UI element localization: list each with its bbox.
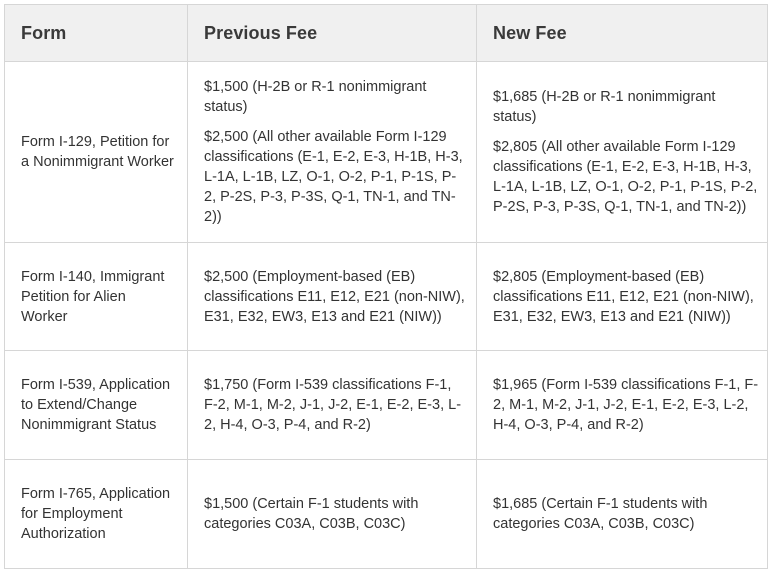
fee-line: $2,500 (All other available Form I-129 c… <box>204 129 463 225</box>
fee-line: $2,805 (Employment-based (EB) classifica… <box>493 268 754 325</box>
form-cell: Form I-140, Immigrant Petition for Alien… <box>4 242 188 351</box>
table-row: Form I-765, Application for Employment A… <box>4 459 768 569</box>
fee-line: $2,500 (Employment-based (EB) classifica… <box>204 268 465 325</box>
header-previous-fee: Previous Fee <box>187 4 477 62</box>
new-fee-cell: $1,685 (H-2B or R-1 nonimmigrant status)… <box>476 61 768 243</box>
table-row: Form I-140, Immigrant Petition for Alien… <box>4 242 768 351</box>
fee-line: $1,685 (H-2B or R-1 nonimmigrant status) <box>493 89 716 125</box>
fee-comparison-table: Form Previous Fee New Fee Form I-129, Pe… <box>4 4 768 569</box>
form-cell: Form I-765, Application for Employment A… <box>4 459 188 569</box>
fee-line: $1,500 (Certain F-1 students with catego… <box>204 496 419 532</box>
fee-line: $1,965 (Form I-539 classifications F-1, … <box>493 377 759 433</box>
table-header: Form Previous Fee New Fee <box>4 4 768 62</box>
header-new-fee: New Fee <box>476 4 768 62</box>
form-cell: Form I-129, Petition for a Nonimmigrant … <box>4 61 188 243</box>
table-body: Form I-129, Petition for a Nonimmigrant … <box>4 61 768 569</box>
new-fee-cell: $1,685 (Certain F-1 students with catego… <box>476 459 768 569</box>
table-row: Form I-539, Application to Extend/Change… <box>4 350 768 460</box>
header-row: Form Previous Fee New Fee <box>4 4 768 62</box>
previous-fee-cell: $1,500 (Certain F-1 students with catego… <box>187 459 477 569</box>
fee-line: $1,750 (Form I-539 classifications F-1, … <box>204 377 462 433</box>
fee-line: $1,685 (Certain F-1 students with catego… <box>493 496 708 532</box>
new-fee-cell: $1,965 (Form I-539 classifications F-1, … <box>476 350 768 460</box>
new-fee-cell: $2,805 (Employment-based (EB) classifica… <box>476 242 768 351</box>
previous-fee-cell: $1,500 (H-2B or R-1 nonimmigrant status)… <box>187 61 477 243</box>
header-form: Form <box>4 4 188 62</box>
fee-line: $1,500 (H-2B or R-1 nonimmigrant status) <box>204 79 427 115</box>
previous-fee-cell: $2,500 (Employment-based (EB) classifica… <box>187 242 477 351</box>
table-row: Form I-129, Petition for a Nonimmigrant … <box>4 61 768 243</box>
previous-fee-cell: $1,750 (Form I-539 classifications F-1, … <box>187 350 477 460</box>
fee-line: $2,805 (All other available Form I-129 c… <box>493 139 758 215</box>
form-cell: Form I-539, Application to Extend/Change… <box>4 350 188 460</box>
